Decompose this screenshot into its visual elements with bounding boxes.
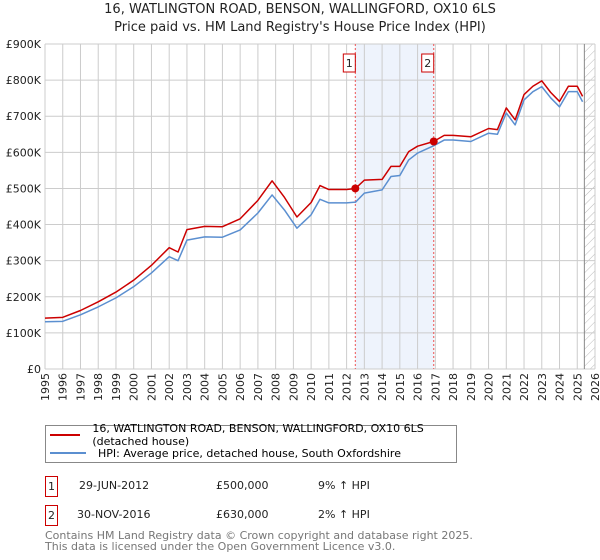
- x-tick-label: 2011: [323, 373, 336, 401]
- x-tick-label: 2020: [483, 373, 496, 401]
- sale-price: £500,000: [216, 479, 269, 492]
- sale-marker-badge: 2: [45, 505, 58, 526]
- footer-line: Contains HM Land Registry data © Crown c…: [45, 529, 473, 542]
- x-tick-label: 2018: [447, 373, 460, 401]
- x-tick-label: 2025: [571, 373, 584, 401]
- sale-date: 30-NOV-2016: [77, 508, 151, 521]
- x-tick-label: 2008: [270, 373, 283, 401]
- x-tick-label: 2017: [429, 373, 442, 401]
- footer: Contains HM Land Registry data © Crown c…: [45, 530, 473, 552]
- x-tick-label: 1997: [74, 373, 87, 401]
- legend-swatch-blue: [50, 452, 86, 454]
- sale-hpi-diff: 9% ↑ HPI: [318, 479, 370, 492]
- x-tick-label: 2005: [216, 373, 229, 401]
- sale-date: 29-JUN-2012: [79, 479, 150, 492]
- x-tick-label: 1998: [92, 373, 105, 401]
- y-tick-label: £700K: [6, 110, 42, 123]
- legend-label: HPI: Average price, detached house, Sout…: [98, 446, 401, 460]
- x-tick-label: 2002: [163, 373, 176, 401]
- x-tick-label: 2006: [234, 373, 247, 401]
- footer-line: This data is licensed under the Open Gov…: [45, 540, 396, 553]
- x-tick-label: 2015: [394, 373, 407, 401]
- sale-marker-box: [342, 53, 356, 73]
- legend-item-hpi: HPI: Average price, detached house, Sout…: [46, 444, 401, 462]
- sale-point: [351, 184, 360, 193]
- x-tick-label: 1995: [39, 373, 52, 401]
- hpi-line: [44, 85, 584, 323]
- sale-price: £630,000: [216, 508, 269, 521]
- sale-hpi-diff: 2% ↑ HPI: [318, 508, 370, 521]
- x-tick-label: 1996: [57, 373, 70, 401]
- y-tick-label: £500K: [6, 182, 42, 195]
- x-tick-label: 2019: [465, 373, 478, 401]
- property-line: [44, 80, 584, 319]
- sale-period-shading: [355, 44, 434, 369]
- x-tick-label: 2021: [500, 373, 513, 401]
- x-tick-label: 2022: [518, 373, 531, 401]
- legend-label: 16, WATLINGTON ROAD, BENSON, WALLINGFORD…: [92, 422, 424, 448]
- y-tick-label: £0: [27, 363, 41, 376]
- x-tick-label: 2007: [252, 373, 265, 401]
- y-tick-label: £400K: [6, 219, 42, 232]
- y-tick-label: £900K: [6, 38, 42, 51]
- forecast-hatch: [584, 44, 595, 369]
- x-tick-label: 2001: [145, 373, 158, 401]
- legend-item-property: 16, WATLINGTON ROAD, BENSON, WALLINGFORD…: [46, 422, 456, 448]
- x-tick-label: 2003: [181, 373, 194, 401]
- sale-marker-box: [421, 53, 435, 73]
- y-tick-label: £300K: [6, 255, 42, 268]
- x-tick-label: 2014: [376, 373, 389, 401]
- chart-subtitle: Price paid vs. HM Land Registry's House …: [114, 20, 486, 35]
- x-tick-label: 2009: [287, 373, 300, 401]
- legend: 16, WATLINGTON ROAD, BENSON, WALLINGFORD…: [45, 422, 457, 463]
- y-tick-label: £200K: [6, 291, 42, 304]
- y-tick-label: £600K: [6, 146, 42, 159]
- x-tick-label: 2016: [412, 373, 425, 401]
- legend-swatch-red: [50, 434, 81, 436]
- y-tick-label: £800K: [6, 74, 42, 87]
- sale-point: [429, 137, 438, 146]
- sale-marker-badge: 1: [45, 476, 58, 497]
- x-tick-label: 2023: [536, 373, 549, 401]
- y-tick-label: £100K: [6, 327, 42, 340]
- sale-marker-label: 2: [424, 57, 431, 70]
- chart-plot: 1995 1996 1997 1998 1999 2000 2001 2002 2003 2004…: [6, 38, 600, 401]
- x-tick-label: 2013: [358, 373, 371, 401]
- x-tick-label: 2010: [305, 373, 318, 401]
- x-tick-label: 2004: [199, 373, 212, 401]
- sale-marker-label: 1: [346, 57, 353, 70]
- x-tick-label: 2026: [589, 373, 600, 401]
- x-tick-label: 2012: [341, 373, 354, 401]
- x-tick-label: 2024: [554, 373, 567, 401]
- x-tick-label: 1999: [110, 373, 123, 401]
- x-tick-label: 2000: [128, 373, 141, 401]
- chart-title: 16, WATLINGTON ROAD, BENSON, WALLINGFORD…: [104, 2, 496, 17]
